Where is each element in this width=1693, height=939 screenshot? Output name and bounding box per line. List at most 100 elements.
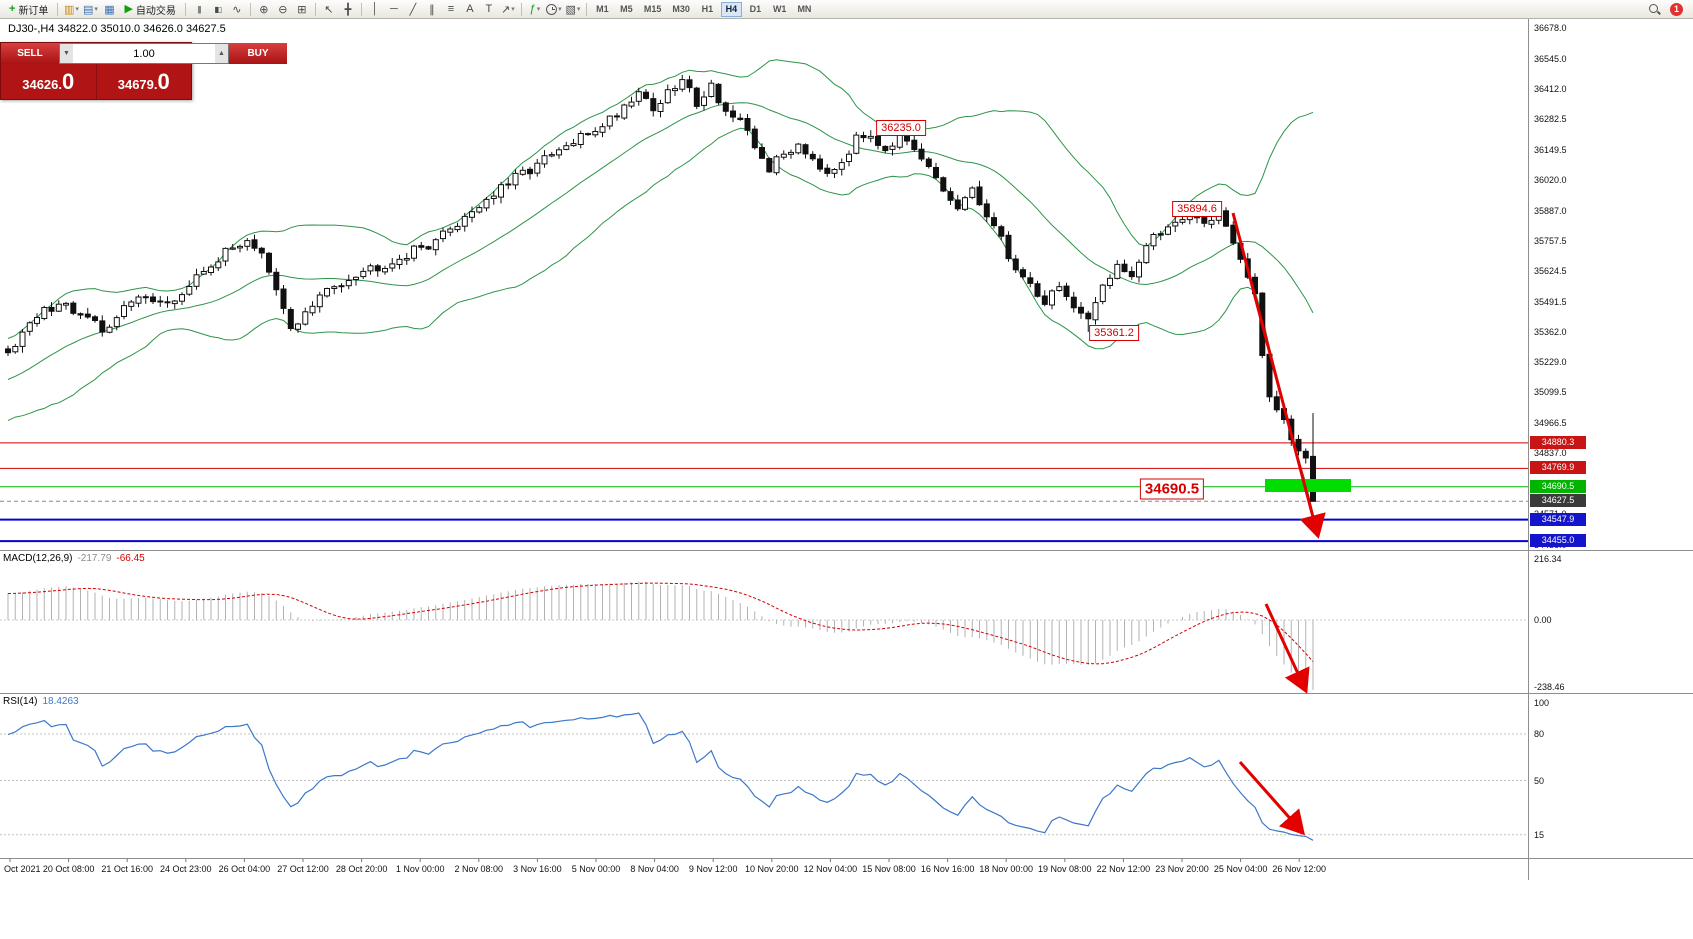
time-axis-label: 24 Oct 23:00 — [160, 864, 212, 874]
price-scale[interactable]: 36678.0 36545.0 36412.0 36282.5 36149.5 36020… — [1529, 0, 1693, 939]
open-chart-button[interactable]: ▥ ▾ — [62, 1, 80, 18]
zoom-in-button[interactable]: ⊕ — [255, 1, 273, 18]
periods-button[interactable]: ▾ — [545, 1, 563, 18]
arrows-button-caret-icon: ▾ — [511, 6, 515, 13]
time-axis[interactable]: Oct 2021 20 Oct 08:00 21 Oct 16:00 24 Oct 2… — [0, 858, 1528, 882]
time-axis-label: 19 Nov 08:00 — [1038, 864, 1092, 874]
arrow-objects-icon: ↗ — [501, 3, 511, 16]
ask-price-main: 34679. — [117, 77, 158, 92]
cursor-icon: ↖ — [324, 3, 334, 16]
price-callout[interactable]: 36235.0 — [876, 120, 926, 136]
timeframe-m30-button[interactable]: M30 — [672, 4, 690, 14]
time-axis-label: 26 Oct 04:00 — [218, 864, 271, 874]
search-button[interactable] — [1645, 1, 1663, 18]
toolbar-separator — [184, 2, 186, 16]
price-tick: 35887.0 — [1534, 205, 1567, 216]
templates-button[interactable]: ▧ ▾ — [564, 1, 582, 18]
chart-candles-button[interactable]: ▮▯ — [209, 1, 227, 18]
horizontal-level-lines[interactable] — [0, 442, 1528, 543]
text-label-button[interactable]: T — [480, 1, 498, 18]
time-axis-label: 18 Nov 00:00 — [979, 864, 1033, 874]
timeframe-mn-button[interactable]: MN — [797, 4, 812, 14]
channel-button[interactable]: ∥ — [423, 1, 441, 18]
price-callout[interactable]: 35361.2 — [1089, 325, 1139, 341]
trendline-button[interactable]: ╱ — [404, 1, 422, 18]
time-axis-label: 27 Oct 12:00 — [277, 864, 329, 874]
ask-price-big-digit: 0 — [157, 68, 170, 94]
notifications-badge[interactable]: 1 — [1670, 2, 1683, 16]
tile-windows-button[interactable]: ⊞ — [293, 1, 311, 18]
time-axis-label: 15 Nov 08:00 — [862, 864, 916, 874]
rsi-scale-tick: 100 — [1534, 698, 1550, 708]
rsi-scale-tick: 50 — [1534, 775, 1545, 786]
price-tick: 35229.0 — [1534, 357, 1567, 368]
rsi-line — [7, 712, 1314, 841]
text-button[interactable]: A — [461, 1, 479, 18]
price-callout[interactable]: 34690.5 — [1139, 478, 1205, 500]
time-axis-label: 9 Nov 12:00 — [688, 864, 738, 874]
volume-up-button[interactable]: ▲ — [215, 44, 228, 63]
support-highlight-zone[interactable] — [1265, 479, 1351, 492]
market-watch-button[interactable]: ▦ — [100, 1, 118, 18]
price-tick: 35624.5 — [1534, 266, 1567, 277]
volume-input[interactable] — [73, 44, 215, 63]
zoom-out-button[interactable]: ⊖ — [274, 1, 292, 18]
time-axis-label: 1 Nov 00:00 — [395, 864, 445, 874]
timeframe-d1-button[interactable]: D1 — [749, 4, 762, 14]
trendline-icon: ╱ — [409, 3, 417, 16]
text-label-icon: T — [485, 3, 493, 15]
chart-line-button[interactable]: ∿ — [228, 1, 246, 18]
zoom-out-icon: ⊖ — [278, 3, 288, 16]
timeframe-m5-button[interactable]: M5 — [620, 4, 633, 14]
new-order-button[interactable]: + 新订单 — [4, 1, 53, 18]
sell-button[interactable]: SELL — [1, 43, 59, 64]
templates-button-caret-icon: ▾ — [576, 6, 581, 13]
trend-arrows[interactable] — [1231, 212, 1326, 836]
bid-price-big-digit: 0 — [62, 68, 75, 94]
time-axis-label: 28 Oct 20:00 — [335, 864, 388, 874]
timeframe-m15-button[interactable]: M15 — [643, 4, 662, 14]
chart-bars-button[interactable]: ||| — [190, 1, 208, 18]
price-tick: 34837.0 — [1534, 447, 1567, 458]
time-axis-label: 23 Nov 20:00 — [1155, 864, 1209, 874]
chart-bars-icon: ||| — [197, 4, 201, 14]
price-tick: 36545.0 — [1534, 53, 1567, 64]
fibonacci-button[interactable]: ≡ — [442, 1, 460, 18]
autotrading-button[interactable]: ▶ 自动交易 — [119, 1, 180, 18]
horizontal-line-button[interactable]: ─ — [385, 1, 403, 18]
open-chart-icon: ▥ — [63, 3, 75, 16]
crosshair-button[interactable]: ╋ — [339, 1, 357, 18]
price-tag: 34690.5 — [1530, 479, 1586, 493]
macd-histogram — [7, 581, 1314, 690]
bid-price: 34626. 0 — [1, 64, 97, 99]
buy-button[interactable]: BUY — [229, 43, 287, 64]
price-tick: 36282.5 — [1534, 114, 1567, 125]
vertical-line-button[interactable]: │ — [366, 1, 384, 18]
profiles-button[interactable]: ▤ ▾ — [81, 1, 99, 18]
arrows-button[interactable]: ↗ ▾ — [499, 1, 517, 18]
toolbar-separator — [249, 2, 251, 16]
cursor-button[interactable]: ↖ — [320, 1, 338, 18]
timeframe-w1-button[interactable]: W1 — [772, 4, 787, 14]
timeframe-m1-button[interactable]: M1 — [596, 4, 609, 14]
rsi-scale-tick: 80 — [1534, 729, 1545, 739]
bid-price-main: 34626. — [22, 77, 62, 92]
rsi-indicator-label: RSI(14) 18.4263 — [3, 696, 79, 707]
volume-down-button[interactable]: ▼ — [60, 44, 73, 63]
timeframe-h1-button[interactable]: H1 — [701, 4, 714, 14]
indicators-button[interactable]: ƒ ▾ — [526, 1, 544, 18]
search-icon — [1648, 3, 1661, 16]
bollinger-bands — [7, 59, 1314, 514]
toolbar-separator — [585, 2, 587, 16]
timeframe-h4-button[interactable]: H4 — [720, 1, 742, 17]
price-callout[interactable]: 35894.6 — [1172, 201, 1222, 217]
price-tag: 34547.9 — [1530, 512, 1586, 526]
templates-icon: ▧ — [565, 3, 576, 16]
price-tag: 34769.9 — [1530, 461, 1586, 475]
clock-icon — [546, 3, 558, 15]
time-axis-label: 2 Nov 08:00 — [454, 864, 504, 874]
time-axis-label: 3 Nov 16:00 — [513, 864, 562, 874]
